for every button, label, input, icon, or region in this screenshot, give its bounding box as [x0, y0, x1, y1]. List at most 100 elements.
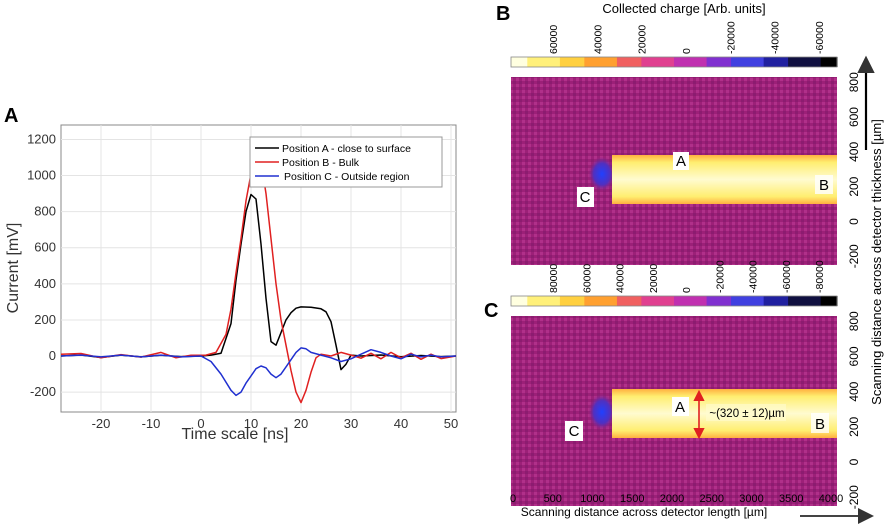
colorbar-cell	[616, 57, 626, 67]
colorbar-cell	[828, 296, 838, 306]
y-axis-label: Current [mV]	[5, 223, 22, 314]
edge-spot-b	[588, 156, 616, 192]
colorbar-frame	[510, 295, 838, 307]
colorbar-cell	[731, 296, 740, 306]
colorbar-cell	[739, 57, 748, 67]
colorbar-cell	[690, 296, 700, 306]
x-tick-label: 20	[294, 416, 308, 431]
colorbar-cell	[804, 57, 814, 67]
colorbar-cell	[576, 296, 585, 306]
colorbar-cell	[674, 57, 683, 67]
colorbar-cell	[511, 296, 520, 306]
colorbar-tick-label: 0	[681, 287, 693, 293]
colorbar-tick-label: -60000	[781, 260, 793, 293]
colorbar-cell	[820, 57, 830, 67]
y-ticks-c: 800 600 400 200 0 -200	[847, 311, 861, 509]
colorbar-tick-label: -40000	[748, 260, 760, 293]
colorbar-cell	[559, 296, 569, 306]
colorbar-b	[510, 56, 838, 68]
annotation-box	[706, 404, 786, 421]
colorbar-tick-label: -20000	[714, 260, 726, 293]
colorbar-tick-label: -60000	[814, 21, 826, 54]
colorbar-cell	[633, 57, 642, 67]
x-tick-label: -10	[142, 416, 161, 431]
colorbar-cell	[665, 57, 675, 67]
x-tick-label: 2500	[700, 493, 724, 505]
colorbar-cell	[796, 57, 805, 67]
colorbar-cell	[568, 57, 577, 67]
shared-y-axis-label: Scanning distance across detector thickn…	[869, 119, 884, 405]
x-tick-label: 1000	[580, 493, 604, 505]
colorbar-cell	[739, 296, 748, 306]
colorbar-cell	[543, 57, 553, 67]
colorbar-cell	[551, 57, 561, 67]
signal-region-b	[612, 155, 837, 204]
y-tick-label: 600	[847, 346, 861, 366]
colorbar-cell	[511, 57, 520, 67]
colorbar-tick-label: 60000	[581, 264, 593, 293]
colorbar-cell	[804, 296, 814, 306]
y-tick-label: -200	[847, 244, 861, 268]
colorbar-cell	[568, 296, 577, 306]
label-a-c: A	[675, 399, 685, 416]
colorbar-c-ticks: 80000 60000 40000 20000 0 -20000 -40000 -60000 -…	[548, 260, 826, 293]
colorbar-cell	[698, 296, 708, 306]
colorbar-cell	[625, 296, 634, 306]
colorbar-cell	[714, 57, 724, 67]
colorbar-cell	[763, 57, 773, 67]
colorbar-cell	[755, 296, 765, 306]
heatmap-b: A B C	[511, 77, 837, 265]
x-tick-label: 0	[197, 416, 204, 431]
y-tick-label: 0	[847, 458, 861, 465]
colorbar-cell	[649, 296, 659, 306]
colorbar-tick-label: 0	[681, 48, 693, 54]
colorbar-cell	[796, 296, 805, 306]
colorbar-cell	[608, 296, 618, 306]
legend-label-b: Position B - Bulk	[282, 157, 360, 169]
panel-b-letter: B	[496, 3, 510, 25]
colorbar-title: Collected charge [Arb. units]	[602, 1, 765, 16]
y-tick-label: 800	[847, 72, 861, 92]
colorbar-tick-label: 20000	[648, 264, 660, 293]
colorbar-cell	[600, 296, 610, 306]
x-tick-label: 40	[394, 416, 408, 431]
colorbar-cell	[812, 57, 822, 67]
y-tick-label: 0	[49, 348, 56, 363]
colorbar-cell	[812, 296, 822, 306]
x-ticks-c: 0 500 1000 1500 2000 2500 3000 3500 4000	[510, 493, 843, 505]
colorbar-cell	[592, 296, 602, 306]
colorbar-cell	[527, 296, 537, 306]
panel-c-letter: C	[484, 300, 498, 322]
y-tick-label: 600	[34, 240, 56, 255]
line-chart: -20 -10 0 10 20 30 40 50 -200 0 200 400 600 800 1000 12…	[5, 124, 458, 443]
colorbar-c	[510, 295, 838, 307]
label-box-c-b	[577, 187, 594, 207]
x-tick-label: 10	[244, 416, 258, 431]
x-axis-label-c: Scanning distance across detector length…	[521, 505, 767, 519]
colorbar-cell	[592, 57, 602, 67]
colorbar-cell	[535, 296, 545, 306]
colorbar-cell	[763, 296, 773, 306]
colorbar-cell	[519, 296, 528, 306]
colorbar-cell	[682, 57, 691, 67]
label-box-a-b	[673, 152, 689, 170]
x-tick-label: 3000	[739, 493, 763, 505]
colorbar-cell	[535, 57, 545, 67]
colorbar-cell	[543, 296, 553, 306]
y-tick-label: 800	[34, 204, 56, 219]
legend-box	[249, 136, 443, 188]
colorbar-cell	[608, 57, 618, 67]
x-axis-label: Time scale [ns]	[182, 426, 289, 443]
colorbar-cell	[551, 296, 561, 306]
colorbar-tick-label: -40000	[770, 21, 782, 54]
x-tick-label: -20	[92, 416, 111, 431]
colorbar-cell	[690, 57, 700, 67]
x-tick-label: 0	[510, 493, 516, 505]
y-tick-label: 400	[847, 142, 861, 162]
y-tick-label: -200	[30, 384, 56, 399]
x-tick-label: 30	[344, 416, 358, 431]
label-box-b-c	[811, 413, 829, 433]
y-tick-label: 1000	[27, 168, 56, 183]
colorbar-cell	[747, 296, 757, 306]
